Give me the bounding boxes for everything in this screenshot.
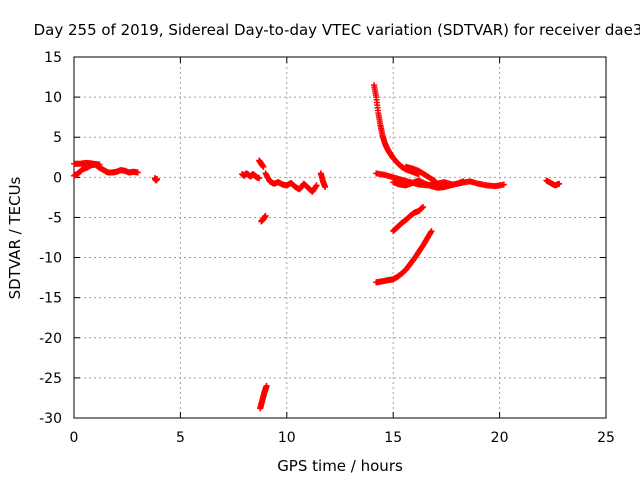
y-tick-labels: -30 -25 -20 -15 -10 -5 0 5 10 15 (39, 50, 62, 427)
y-tick-label: -5 (48, 210, 62, 226)
y-tick-label: 15 (44, 50, 62, 66)
series-arc11 (402, 163, 439, 186)
y-tick-label: 0 (53, 170, 62, 186)
data-point (153, 175, 160, 182)
data-point (96, 161, 103, 168)
data-point (428, 228, 435, 235)
y-tick-label: -30 (39, 411, 62, 427)
y-tick-label: 10 (44, 90, 62, 106)
data-point (256, 175, 263, 182)
series-arc9 (371, 82, 422, 178)
series-arc12 (390, 204, 426, 235)
data-point (500, 181, 507, 188)
x-tick-label: 15 (384, 430, 402, 446)
data-point (322, 183, 329, 190)
x-tick-label: 5 (176, 430, 185, 446)
y-axis-label: SDTVAR / TECUs (6, 176, 24, 299)
x-tick-label: 25 (597, 430, 615, 446)
series-arc13 (373, 228, 435, 286)
y-tick-label: 5 (53, 130, 62, 146)
series-arc10b (390, 177, 467, 191)
grid (74, 57, 606, 418)
data-point (134, 169, 141, 176)
data-point (419, 204, 426, 211)
y-tick-label: -10 (39, 251, 62, 267)
data-point (556, 180, 563, 187)
x-tick-label: 0 (70, 430, 79, 446)
y-tick-label: -15 (39, 291, 62, 307)
data-points (71, 82, 563, 412)
data-point (263, 382, 270, 389)
tick-marks (73, 56, 607, 419)
y-tick-label: -20 (39, 331, 62, 347)
series-arc1b (71, 159, 103, 168)
x-tick-label: 10 (278, 430, 296, 446)
x-tick-label: 20 (491, 430, 509, 446)
series-arc4 (256, 157, 267, 170)
plot-area-border (73, 56, 607, 419)
series-arc6 (257, 382, 270, 412)
y-tick-label: -25 (39, 371, 62, 387)
series-arc5 (258, 212, 269, 225)
series-arc3 (239, 170, 263, 182)
series-arc8 (317, 170, 329, 190)
x-axis-label: GPS time / hours (277, 457, 403, 475)
x-tick-labels: 0 5 10 15 20 25 (70, 430, 615, 446)
data-point (260, 163, 267, 170)
data-point (262, 212, 269, 219)
series-arc7 (262, 170, 320, 195)
series-arc2 (151, 175, 160, 184)
data-point (313, 182, 320, 189)
data-point (460, 178, 467, 185)
data-point (432, 179, 439, 186)
series-arc14 (543, 177, 563, 189)
series-arc1 (71, 161, 141, 179)
chart-title: Day 255 of 2019, Sidereal Day-to-day VTE… (34, 21, 640, 39)
